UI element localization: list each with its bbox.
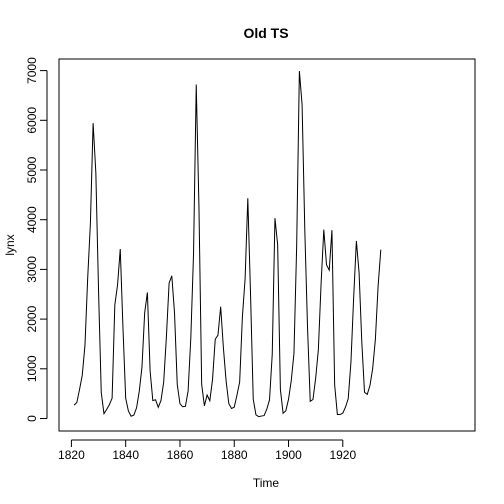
series-line-lynx <box>73 71 382 418</box>
x-axis-label: Time <box>253 476 280 490</box>
y-tick-label: 2000 <box>25 305 39 332</box>
x-tick-label: 1840 <box>112 448 139 462</box>
y-tick-label: 5000 <box>25 156 39 183</box>
y-tick-label: 4000 <box>25 206 39 233</box>
x-tick-label: 1880 <box>221 448 248 462</box>
y-tick-label: 0 <box>25 415 39 422</box>
plot-frame <box>58 58 476 432</box>
y-tick-label: 6000 <box>25 107 39 134</box>
x-tick-label: 1920 <box>329 448 356 462</box>
y-tick-label: 7000 <box>25 57 39 84</box>
chart-title: Old TS <box>243 25 288 41</box>
x-tick-label: 1860 <box>167 448 194 462</box>
y-tick-label: 3000 <box>25 256 39 283</box>
y-axis: 0 1000 2000 3000 4000 5000 6000 7000 <box>25 57 48 422</box>
x-axis: 1820 1840 1860 1880 1900 1920 <box>58 439 356 462</box>
x-tick-label: 1900 <box>275 448 302 462</box>
y-axis-label: lynx <box>3 234 17 255</box>
x-tick-label: 1820 <box>58 448 85 462</box>
y-tick-label: 1000 <box>25 355 39 382</box>
